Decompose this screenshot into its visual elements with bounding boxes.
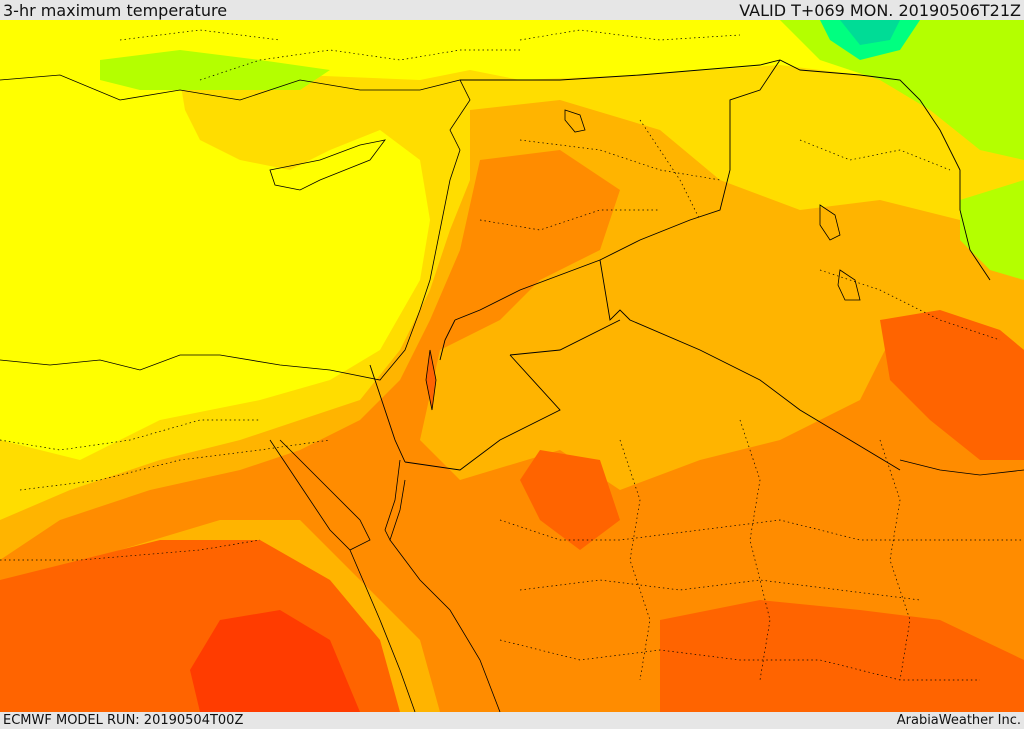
map-title: 3-hr maximum temperature <box>3 0 228 20</box>
temp-band-lime-north <box>780 20 1024 160</box>
temp-band-red-orange <box>190 610 360 712</box>
country-borders <box>369 59 991 471</box>
temp-band-lime-nw <box>100 50 330 90</box>
valid-time: VALID T+069 MON. 20190506T21Z <box>739 0 1021 20</box>
temp-band-orange <box>0 150 1024 712</box>
temp-band-dark-orange-se <box>660 600 1024 712</box>
province-boundaries <box>0 29 1024 681</box>
credit-label: ArabiaWeather Inc. <box>896 713 1021 728</box>
temp-band-lime-ne2 <box>960 180 1024 280</box>
temp-band-dark-orange-mid <box>520 450 620 550</box>
header-bar: 3-hr maximum temperature VALID T+069 MON… <box>0 0 1024 20</box>
temp-band-teal-north <box>840 20 900 45</box>
temp-band-dark-orange-east <box>880 310 1024 460</box>
coastlines <box>0 74 1024 712</box>
temperature-map[interactable] <box>0 20 1024 712</box>
footer-bar: ECMWF MODEL RUN: 20190504T00Z ArabiaWeat… <box>0 712 1024 729</box>
model-run-label: ECMWF MODEL RUN: 20190504T00Z <box>3 713 244 728</box>
